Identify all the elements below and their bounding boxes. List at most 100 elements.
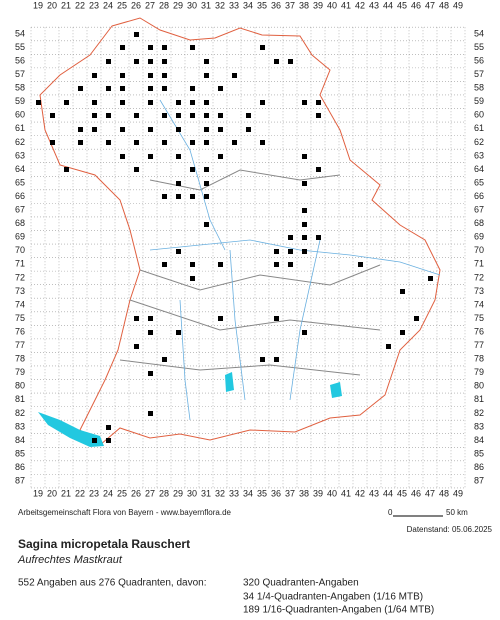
count: 34 1/4-Quadranten-Angaben (1/16 MTB) — [243, 592, 423, 603]
row-label: 64 — [474, 164, 484, 174]
row-label: 86 — [15, 462, 25, 472]
row-label: 76 — [474, 326, 484, 336]
grid — [30, 26, 466, 489]
row-label: 60 — [474, 110, 484, 120]
rivers — [149, 99, 441, 421]
row-label: 63 — [474, 150, 484, 160]
column-label: 49 — [453, 0, 463, 10]
row-label: 81 — [474, 394, 484, 404]
row-label: 58 — [474, 83, 484, 93]
column-label: 46 — [411, 0, 421, 10]
column-label: 19 — [33, 488, 43, 498]
row-label: 87 — [15, 476, 25, 486]
row-label: 61 — [15, 123, 25, 133]
column-label: 39 — [313, 488, 323, 498]
row-label: 74 — [15, 299, 25, 309]
row-label: 68 — [15, 218, 25, 228]
row-label: 61 — [474, 123, 484, 133]
column-label: 35 — [257, 488, 267, 498]
column-label: 42 — [355, 488, 365, 498]
row-label: 58 — [15, 83, 25, 93]
column-label: 47 — [425, 488, 435, 498]
row-label: 75 — [15, 313, 25, 323]
column-label: 36 — [271, 0, 281, 10]
row-label: 87 — [474, 476, 484, 486]
column-label: 40 — [327, 488, 337, 498]
row-label: 82 — [474, 408, 484, 418]
column-label: 48 — [439, 0, 449, 10]
row-label: 62 — [15, 137, 25, 147]
column-label: 20 — [47, 488, 57, 498]
column-label: 43 — [369, 488, 379, 498]
row-label: 54 — [474, 28, 484, 38]
column-label: 37 — [285, 0, 295, 10]
row-label: 81 — [15, 394, 25, 404]
column-label: 28 — [159, 0, 169, 10]
row-label: 56 — [15, 55, 25, 65]
row-label: 54 — [15, 28, 25, 38]
column-label: 24 — [103, 488, 113, 498]
column-label: 19 — [33, 0, 43, 10]
row-label: 67 — [474, 205, 484, 215]
column-label: 24 — [103, 0, 113, 10]
column-label: 41 — [341, 0, 351, 10]
column-label: 40 — [327, 0, 337, 10]
column-label: 38 — [299, 488, 309, 498]
row-label: 64 — [15, 164, 25, 174]
row-label: 86 — [474, 462, 484, 472]
column-label: 45 — [397, 0, 407, 10]
row-label: 77 — [474, 340, 484, 350]
row-label: 84 — [474, 435, 484, 445]
occurrence-markers — [36, 32, 433, 443]
row-label: 66 — [15, 191, 25, 201]
column-label: 30 — [187, 488, 197, 498]
row-label: 69 — [15, 232, 25, 242]
column-label: 23 — [89, 488, 99, 498]
row-label: 65 — [15, 177, 25, 187]
row-label: 85 — [15, 448, 25, 458]
row-label: 68 — [474, 218, 484, 228]
scale-start: 0 — [388, 508, 393, 517]
row-label: 71 — [15, 259, 25, 269]
column-label: 44 — [383, 488, 393, 498]
column-label: 36 — [271, 488, 281, 498]
row-label: 72 — [474, 272, 484, 282]
row-label: 79 — [15, 367, 25, 377]
column-label: 22 — [75, 488, 85, 498]
column-label: 25 — [117, 0, 127, 10]
column-label: 21 — [61, 488, 71, 498]
summary: 552 Angaben aus 276 Quadranten, davon: — [18, 578, 207, 589]
row-label: 59 — [474, 96, 484, 106]
row-label: 80 — [474, 381, 484, 391]
row-label: 60 — [15, 110, 25, 120]
column-label: 49 — [453, 488, 463, 498]
row-label: 57 — [474, 69, 484, 79]
column-label: 32 — [215, 488, 225, 498]
row-label: 80 — [15, 381, 25, 391]
column-label: 25 — [117, 488, 127, 498]
grid-labels: 19 19 20 20 21 21 22 22 23 23 24 24 25 25 26 26 27 27 28 28… — [15, 0, 484, 498]
row-label: 70 — [474, 245, 484, 255]
column-label: 46 — [411, 488, 421, 498]
row-label: 71 — [474, 259, 484, 269]
row-label: 55 — [474, 42, 484, 52]
credit: Arbeitsgemeinschaft Flora von Bayern - w… — [18, 508, 232, 517]
row-label: 78 — [474, 354, 484, 364]
row-label: 75 — [474, 313, 484, 323]
row-label: 67 — [15, 205, 25, 215]
row-label: 66 — [474, 191, 484, 201]
row-label: 73 — [15, 286, 25, 296]
column-label: 29 — [173, 0, 183, 10]
count: 189 1/16-Quadranten-Angaben (1/64 MTB) — [243, 605, 434, 616]
column-label: 21 — [61, 0, 71, 10]
state-border — [39, 17, 441, 446]
row-label: 79 — [474, 367, 484, 377]
row-label: 70 — [15, 245, 25, 255]
column-label: 42 — [355, 0, 365, 10]
column-label: 23 — [89, 0, 99, 10]
species: Sagina micropetala Rauschert — [18, 537, 190, 551]
region-border — [119, 169, 381, 376]
column-label: 47 — [425, 0, 435, 10]
column-label: 27 — [145, 488, 155, 498]
